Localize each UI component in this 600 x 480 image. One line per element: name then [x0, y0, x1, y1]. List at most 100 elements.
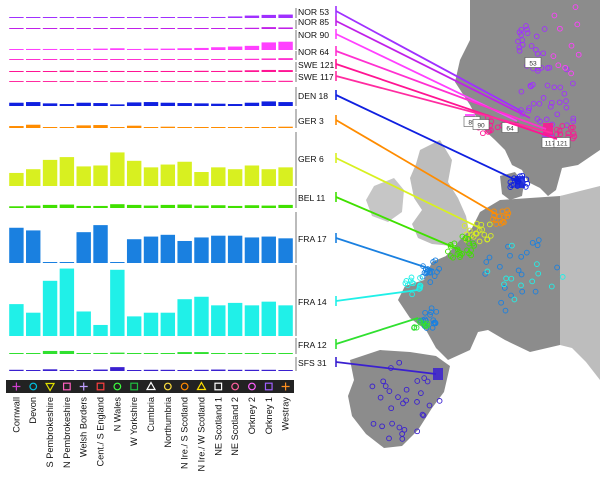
sample-point [462, 235, 469, 242]
bar [160, 164, 176, 186]
bar [76, 205, 91, 208]
sample-point [516, 44, 523, 51]
sample-point [411, 325, 417, 331]
sample-point [554, 264, 560, 271]
bar [110, 59, 125, 60]
sample-point [484, 268, 491, 275]
ireland-land [366, 178, 404, 222]
bar [160, 234, 176, 263]
bar [194, 103, 209, 106]
sample-point [464, 247, 470, 254]
sample-point [487, 232, 494, 239]
bar [110, 104, 125, 106]
region-label: Orkney 2 [247, 397, 257, 434]
bar [76, 370, 91, 371]
bar [110, 152, 125, 186]
sample-point [563, 98, 569, 104]
bar [143, 205, 159, 208]
sample-point [409, 280, 415, 286]
bar [76, 311, 91, 336]
region-symbol [130, 382, 139, 391]
series-label: NOR 64 [298, 47, 329, 57]
sample-point [529, 239, 536, 246]
sample-point [403, 397, 409, 404]
sample-point [575, 51, 582, 58]
bar [76, 28, 91, 29]
bar [42, 17, 58, 18]
sample-point [535, 67, 541, 74]
bar [93, 324, 108, 336]
sample-point [432, 320, 439, 326]
map-label: 90 [477, 123, 485, 130]
sample-point [417, 285, 423, 292]
bar [93, 71, 108, 72]
map-label-box [472, 119, 490, 130]
sample-point [508, 275, 515, 282]
sample-point [547, 103, 554, 110]
connector-line [335, 289, 419, 302]
bar [26, 81, 41, 82]
bar [160, 126, 176, 128]
eastern-land [560, 186, 600, 380]
bar [143, 17, 159, 18]
region-symbols [12, 381, 290, 392]
bar [194, 237, 209, 263]
sample-point [550, 53, 557, 59]
bar [160, 81, 176, 82]
sample-point [529, 278, 536, 285]
sample-point [537, 118, 543, 125]
europe-map: 53 85 90 64 117 121 [335, 0, 600, 480]
region-symbol [45, 382, 56, 392]
connector-line [335, 20, 531, 119]
sample-point [408, 274, 415, 281]
sample-point [400, 400, 406, 407]
sample-point [518, 253, 525, 260]
sample-point [417, 319, 424, 326]
bar [211, 235, 226, 263]
series-label: NOR 90 [298, 30, 329, 40]
bar [59, 17, 75, 18]
sample-point [534, 242, 541, 249]
sample-cluster [543, 123, 553, 135]
bar [26, 370, 41, 371]
bar [211, 59, 226, 60]
bar [59, 49, 75, 50]
bar [126, 48, 142, 50]
sample-point [451, 240, 458, 247]
bar [261, 14, 276, 18]
bar [26, 312, 41, 336]
sample-point [409, 291, 415, 298]
bar [26, 230, 41, 263]
connector-line [335, 50, 547, 130]
sample-point [551, 12, 558, 19]
bar [59, 262, 75, 263]
sample-point [508, 292, 514, 299]
bar [194, 28, 209, 29]
sample-point [498, 299, 504, 306]
bar [26, 353, 41, 354]
sample-point [396, 424, 403, 431]
region-label: N Ire./ S Scotland [180, 397, 190, 469]
sample-point [468, 247, 474, 254]
sample-point [436, 398, 443, 404]
sample-point [570, 115, 577, 122]
sample-point [414, 399, 420, 405]
region-label: N Ire./ W Scotland [196, 397, 206, 472]
region-symbol [145, 381, 157, 391]
bar [93, 48, 108, 50]
sample-point [501, 285, 508, 291]
bar [143, 353, 159, 354]
bar [76, 232, 91, 263]
bar [211, 369, 226, 371]
bar [93, 125, 108, 128]
bar [244, 165, 260, 186]
sample-point [519, 288, 526, 295]
bar [26, 28, 41, 29]
bar [244, 45, 260, 50]
bar [26, 17, 41, 18]
sample-point [370, 420, 377, 427]
region-symbol [231, 382, 240, 391]
sample-point [476, 238, 483, 245]
